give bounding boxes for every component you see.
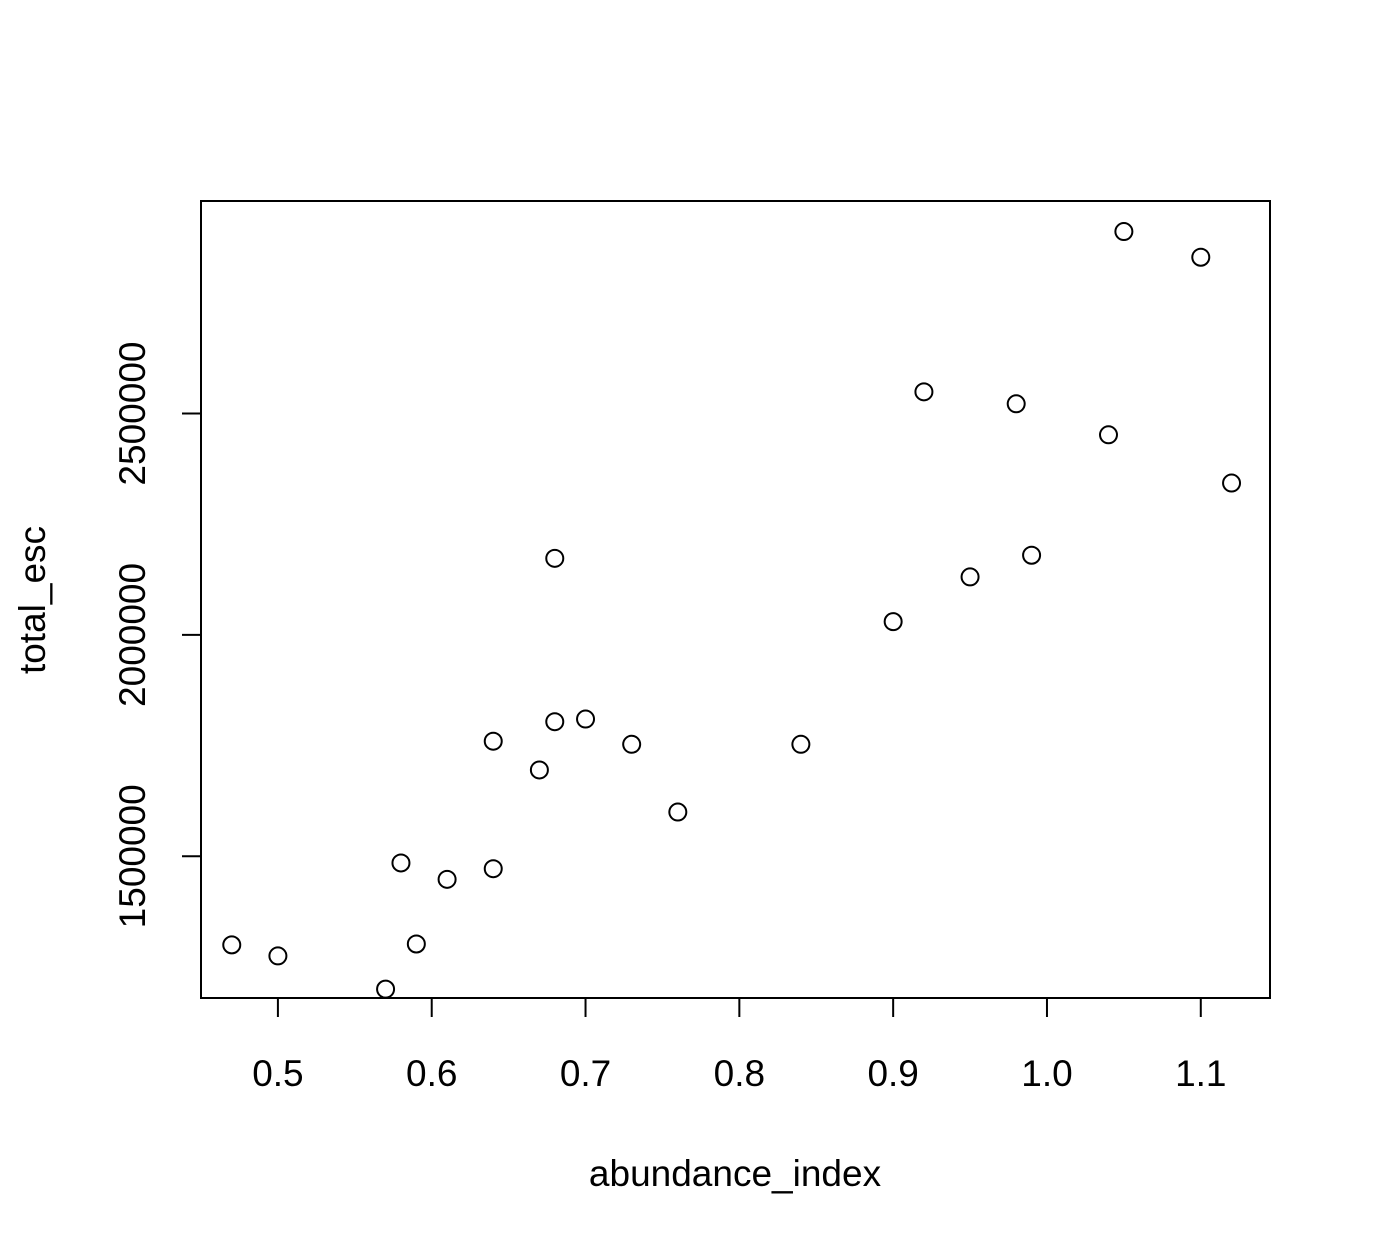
- data-points: [222, 222, 1242, 999]
- data-point: [914, 382, 934, 402]
- data-point: [1191, 247, 1211, 267]
- data-point: [960, 567, 980, 587]
- data-point: [576, 709, 596, 729]
- data-point: [406, 934, 426, 954]
- data-point: [529, 760, 549, 780]
- x-axis: 0.5 0.6 0.7 0.8 0.9 1.0 1.1: [252, 997, 1227, 1094]
- data-point: [391, 853, 411, 873]
- data-point: [1006, 394, 1026, 414]
- data-point: [1098, 425, 1118, 445]
- x-tick-label: 0.7: [560, 1053, 611, 1094]
- data-point: [268, 946, 288, 966]
- data-point: [1022, 545, 1042, 565]
- x-tick-label: 0.8: [714, 1053, 765, 1094]
- plot-frame: [200, 200, 1271, 999]
- x-tick-label: 0.5: [252, 1053, 303, 1094]
- data-point: [1222, 473, 1242, 493]
- data-point: [376, 979, 396, 999]
- x-tick-label: 0.9: [867, 1053, 918, 1094]
- y-axis-label: total_esc: [12, 526, 53, 674]
- y-tick-label: 1500000: [112, 784, 153, 928]
- data-point: [1114, 222, 1134, 242]
- y-axis: 1500000 2000000 2500000: [112, 342, 202, 928]
- x-axis-label: abundance_index: [589, 1153, 882, 1194]
- data-point: [437, 869, 457, 889]
- data-point: [222, 935, 242, 955]
- data-point: [791, 734, 811, 754]
- x-tick-label: 1.1: [1175, 1053, 1226, 1094]
- x-tick-label: 0.6: [406, 1053, 457, 1094]
- data-point: [668, 802, 688, 822]
- y-tick-label: 2500000: [112, 342, 153, 486]
- data-point: [883, 612, 903, 632]
- y-tick-label: 2000000: [112, 563, 153, 707]
- x-tick-label: 1.0: [1021, 1053, 1072, 1094]
- data-point: [622, 734, 642, 754]
- data-point: [545, 712, 565, 732]
- data-point: [483, 731, 503, 751]
- data-point: [545, 548, 565, 568]
- data-point: [483, 859, 503, 879]
